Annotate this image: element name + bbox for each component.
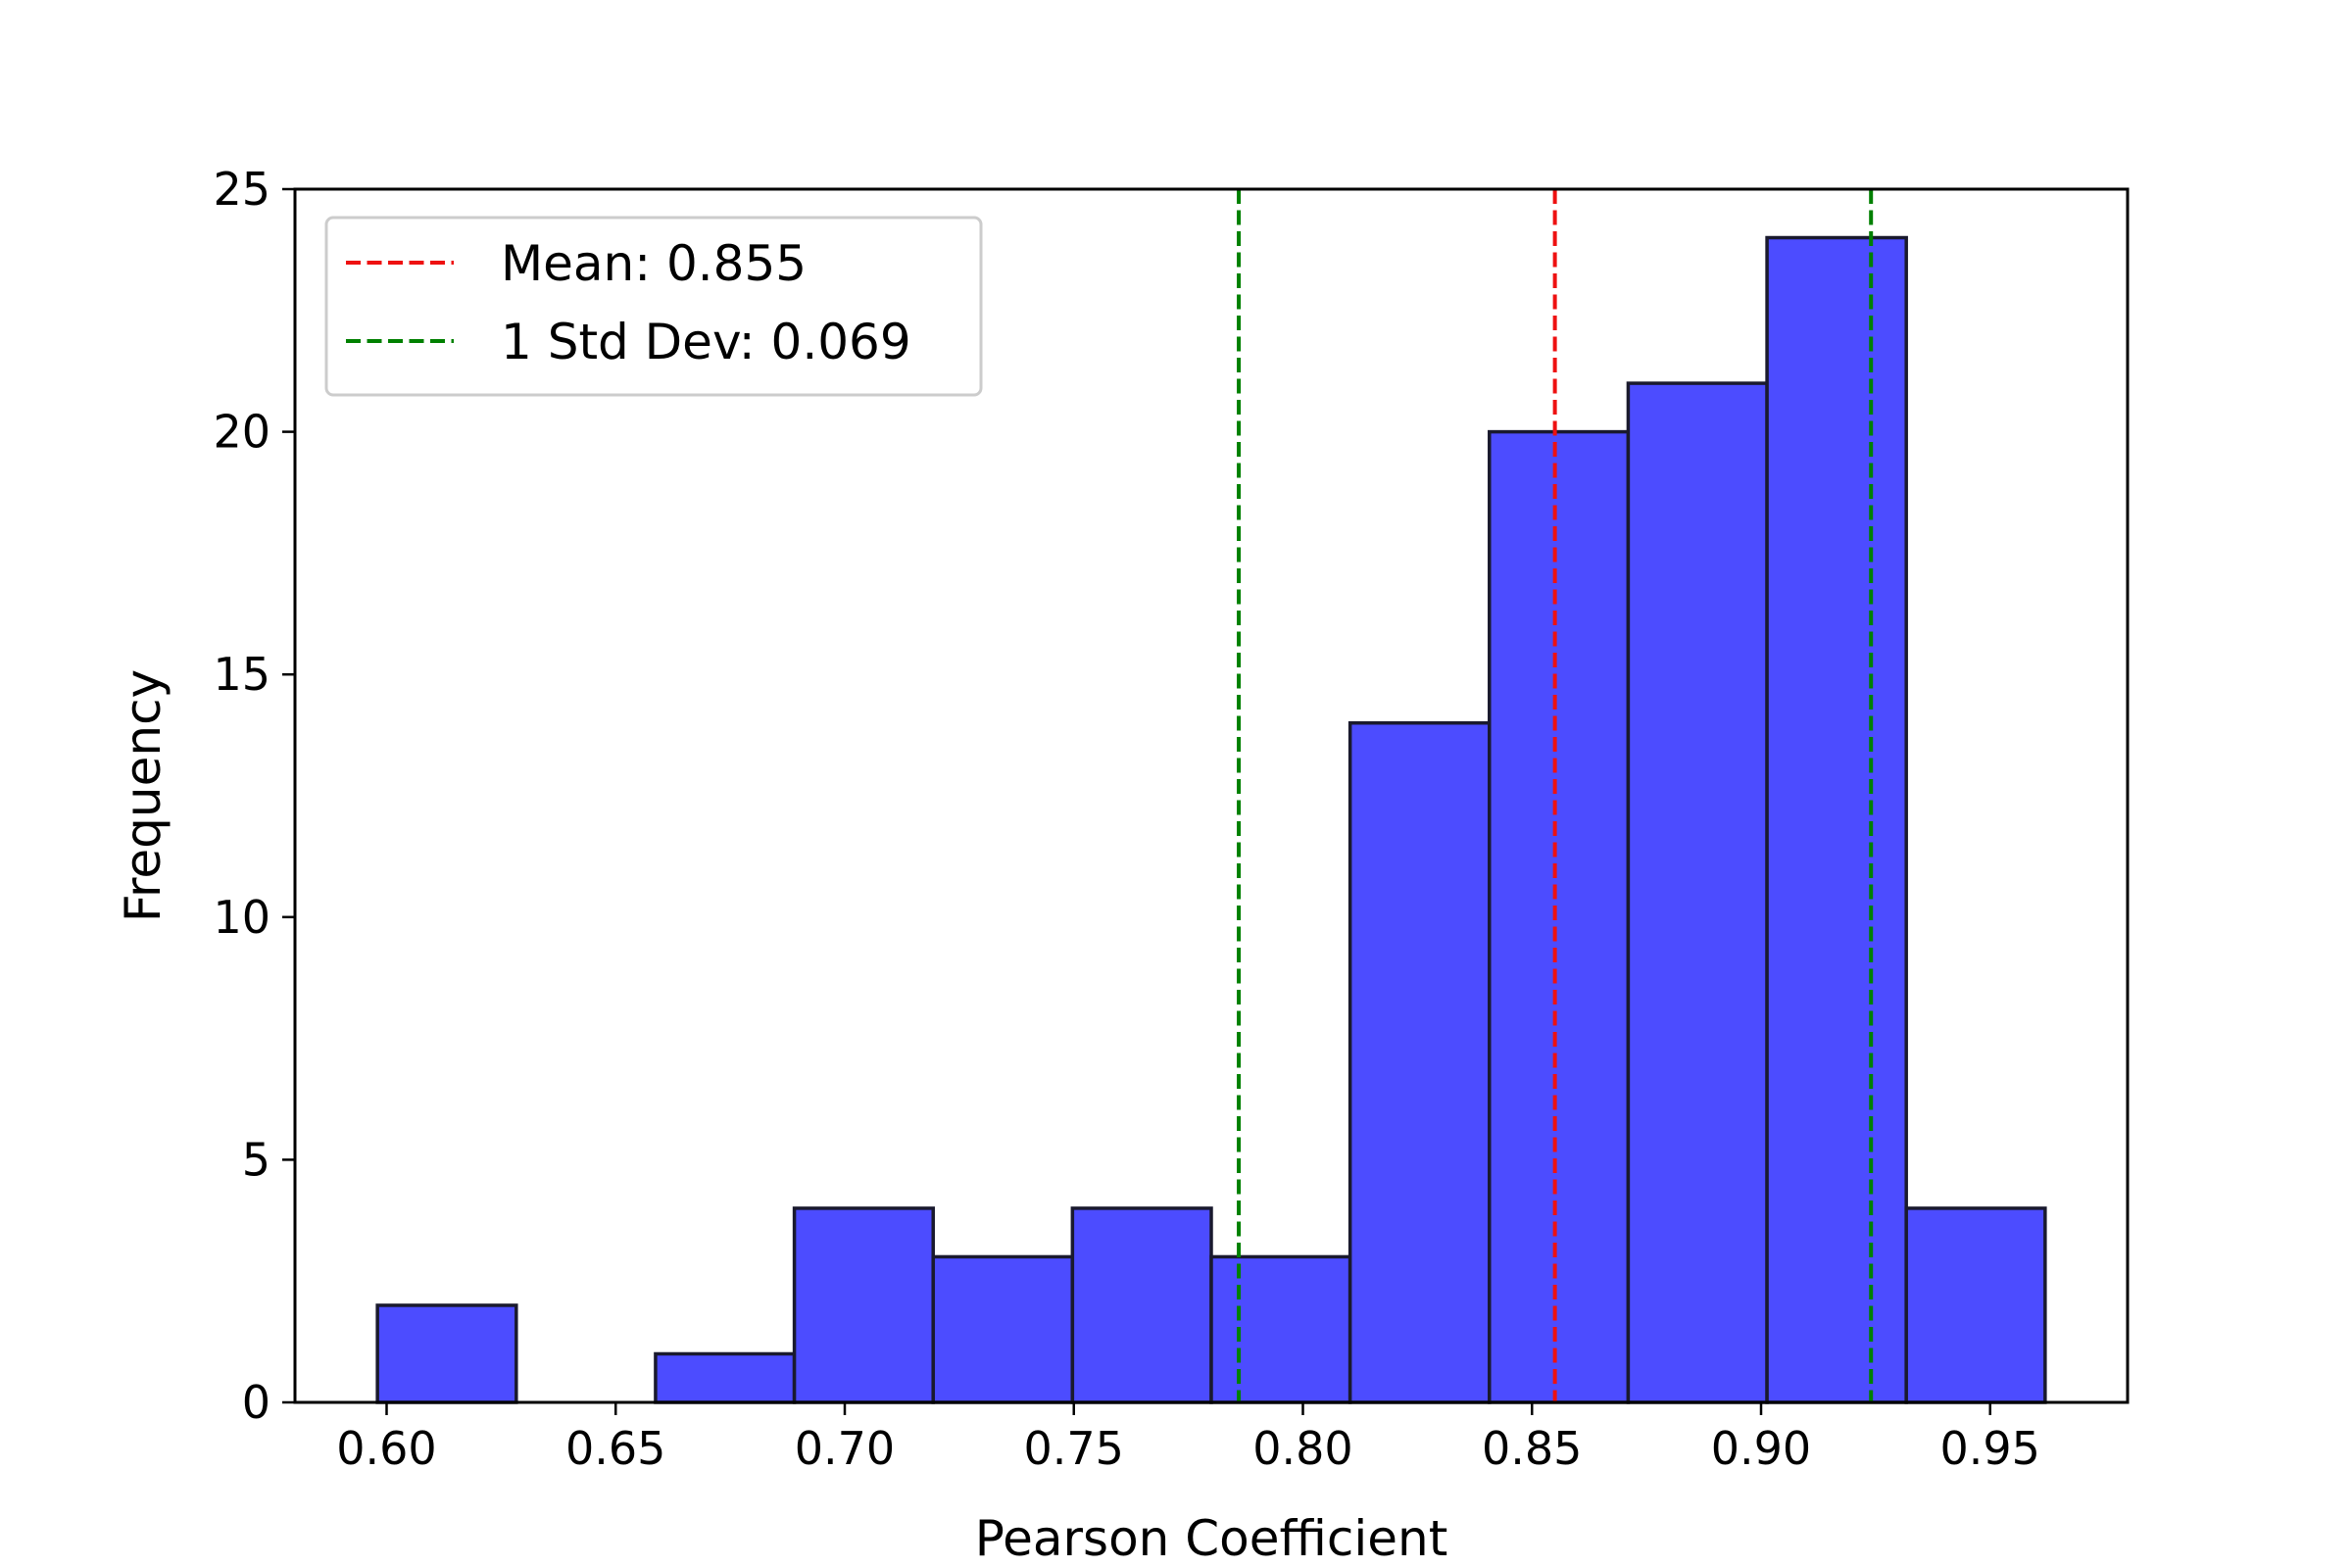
legend-label: 1 Std Dev: 0.069	[501, 314, 911, 370]
x-axis-label: Pearson Coefficient	[975, 1510, 1448, 1567]
x-axis-ticks: 0.60 0.65 0.70 0.75 0.80 0.85 0.90 0.95	[336, 1402, 2040, 1475]
histogram-bar	[1626, 381, 1769, 1404]
y-axis-ticks: 0 5 10 15 20 25	[213, 163, 295, 1429]
reference-lines-layer	[1237, 189, 1874, 1402]
x-tick-label: 0.75	[1024, 1422, 1124, 1475]
y-axis-label: Frequency	[115, 669, 172, 922]
legend-label: Mean: 0.855	[501, 235, 807, 292]
y-tick-label: 25	[213, 163, 270, 216]
bars-layer	[375, 235, 2047, 1404]
histogram-bar	[1070, 1206, 1213, 1404]
x-tick-label: 0.60	[336, 1422, 436, 1475]
plot-frame	[293, 187, 2130, 1404]
histogram-bar	[654, 1351, 797, 1404]
x-tick-label: 0.90	[1711, 1422, 1811, 1475]
histogram-bar	[375, 1303, 518, 1404]
legend-box	[324, 216, 983, 397]
legend: Mean: 0.855 1 Std Dev: 0.069	[324, 216, 983, 397]
y-tick-label: 15	[213, 648, 270, 701]
y-tick-label: 10	[213, 891, 270, 944]
histogram-bar	[1209, 1254, 1352, 1404]
histogram-bar	[1765, 235, 1908, 1404]
histogram-bar	[1488, 429, 1631, 1404]
y-tick-label: 0	[242, 1376, 270, 1429]
x-tick-label: 0.85	[1482, 1422, 1582, 1475]
x-tick-label: 0.95	[1940, 1422, 2040, 1475]
x-tick-label: 0.80	[1252, 1422, 1352, 1475]
histogram-bar	[1348, 720, 1492, 1404]
histogram-bar	[1904, 1206, 2047, 1404]
x-tick-label: 0.65	[565, 1422, 665, 1475]
histogram-bar	[931, 1254, 1075, 1404]
y-tick-label: 20	[213, 406, 270, 459]
histogram-bar	[792, 1206, 935, 1404]
y-tick-label: 5	[242, 1133, 270, 1186]
x-tick-label: 0.70	[795, 1422, 895, 1475]
